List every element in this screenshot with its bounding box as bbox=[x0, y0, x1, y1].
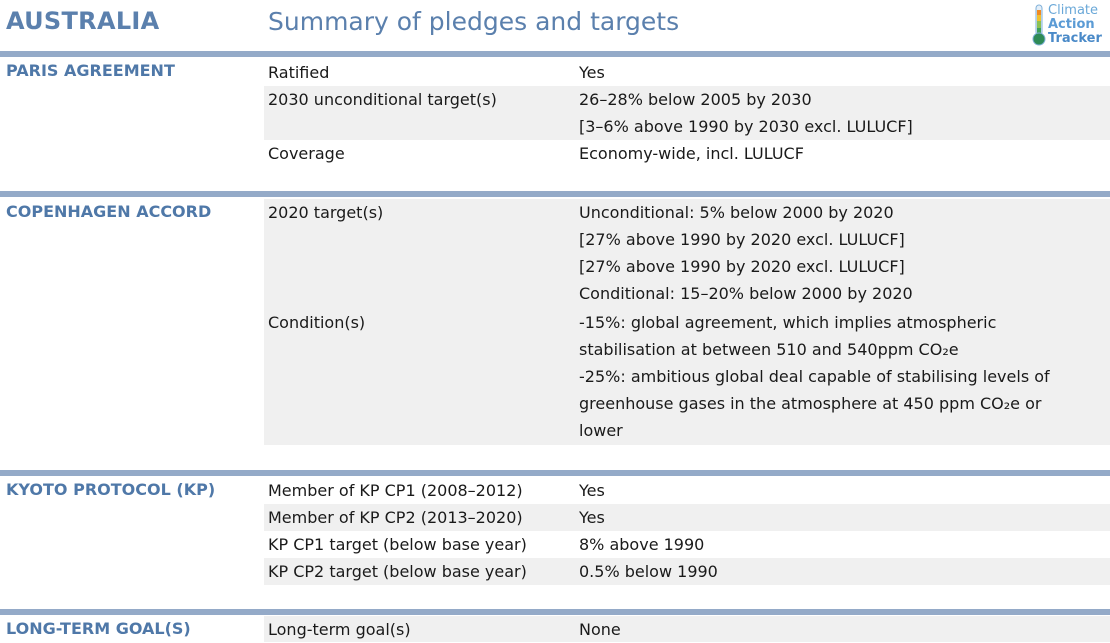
row-value: greenhouse gases in the atmosphere at 45… bbox=[579, 394, 1042, 413]
section-divider bbox=[0, 191, 1110, 197]
logo-line-action: Action bbox=[1048, 17, 1095, 32]
row-label: Member of KP CP1 (2008–2012) bbox=[268, 481, 523, 500]
table-row: 2030 unconditional target(s) 26–28% belo… bbox=[264, 86, 1110, 140]
table-row: Member of KP CP2 (2013–2020) Yes bbox=[264, 504, 1110, 531]
row-value: stabilisation at between 510 and 540ppm … bbox=[579, 340, 959, 359]
climate-action-tracker-logo[interactable]: Climate Action Tracker bbox=[1028, 3, 1108, 47]
row-label: Coverage bbox=[268, 144, 345, 163]
row-label: Member of KP CP2 (2013–2020) bbox=[268, 508, 523, 527]
thermometer-icon bbox=[1032, 4, 1046, 46]
row-value: 26–28% below 2005 by 2030 bbox=[579, 90, 812, 109]
section-label-paris: PARIS AGREEMENT bbox=[6, 61, 175, 80]
section-label-longterm: LONG-TERM GOAL(S) bbox=[6, 619, 191, 638]
table-row: KP CP2 target (below base year) 0.5% bel… bbox=[264, 558, 1110, 585]
table-row: Condition(s) -15%: global agreement, whi… bbox=[264, 309, 1110, 444]
row-value: [3–6% above 1990 by 2030 excl. LULUCF] bbox=[579, 117, 913, 136]
table-row: KP CP1 target (below base year) 8% above… bbox=[264, 531, 1110, 558]
country-title: AUSTRALIA bbox=[6, 7, 160, 35]
section-divider bbox=[0, 51, 1110, 57]
logo-line-climate: Climate bbox=[1048, 3, 1099, 18]
row-value: -25%: ambitious global deal capable of s… bbox=[579, 367, 1050, 386]
row-value: lower bbox=[579, 421, 623, 440]
row-value: None bbox=[579, 620, 621, 639]
row-value: 8% above 1990 bbox=[579, 535, 705, 554]
row-value: 0.5% below 1990 bbox=[579, 562, 718, 581]
section-divider bbox=[0, 609, 1110, 615]
table-row: Long-term goal(s) None bbox=[264, 616, 1110, 642]
table-row: Member of KP CP1 (2008–2012) Yes bbox=[264, 477, 1110, 504]
row-value: [27% above 1990 by 2020 excl. LULUCF] bbox=[579, 230, 905, 249]
row-label: 2020 target(s) bbox=[268, 203, 384, 222]
row-label: Long-term goal(s) bbox=[268, 620, 411, 639]
row-value: Yes bbox=[579, 481, 605, 500]
row-value: -15%: global agreement, which implies at… bbox=[579, 313, 997, 332]
row-value: Yes bbox=[579, 63, 605, 82]
logo-line-tracker: Tracker bbox=[1048, 31, 1102, 46]
section-divider bbox=[0, 470, 1110, 476]
table-row: 2020 target(s) Unconditional: 5% below 2… bbox=[264, 199, 1110, 445]
table-row: Coverage Economy-wide, incl. LULUCF bbox=[264, 140, 1110, 167]
row-value: Unconditional: 5% below 2000 by 2020 bbox=[579, 203, 894, 222]
row-value: Economy-wide, incl. LULUCF bbox=[579, 144, 804, 163]
row-label: 2030 unconditional target(s) bbox=[268, 90, 497, 109]
page-subtitle: Summary of pledges and targets bbox=[268, 7, 680, 36]
row-value: Conditional: 15–20% below 2000 by 2020 bbox=[579, 284, 913, 303]
row-label: Condition(s) bbox=[268, 313, 366, 332]
section-label-kyoto: KYOTO PROTOCOL (KP) bbox=[6, 480, 216, 499]
section-label-copenhagen: COPENHAGEN ACCORD bbox=[6, 202, 212, 221]
row-label: KP CP1 target (below base year) bbox=[268, 535, 527, 554]
row-value: [27% above 1990 by 2020 excl. LULUCF] bbox=[579, 257, 905, 276]
table-row: Ratified Yes bbox=[264, 59, 1110, 86]
page-header: AUSTRALIA Summary of pledges and targets… bbox=[0, 0, 1110, 50]
row-label: Ratified bbox=[268, 63, 330, 82]
row-value: Yes bbox=[579, 508, 605, 527]
row-label: KP CP2 target (below base year) bbox=[268, 562, 527, 581]
